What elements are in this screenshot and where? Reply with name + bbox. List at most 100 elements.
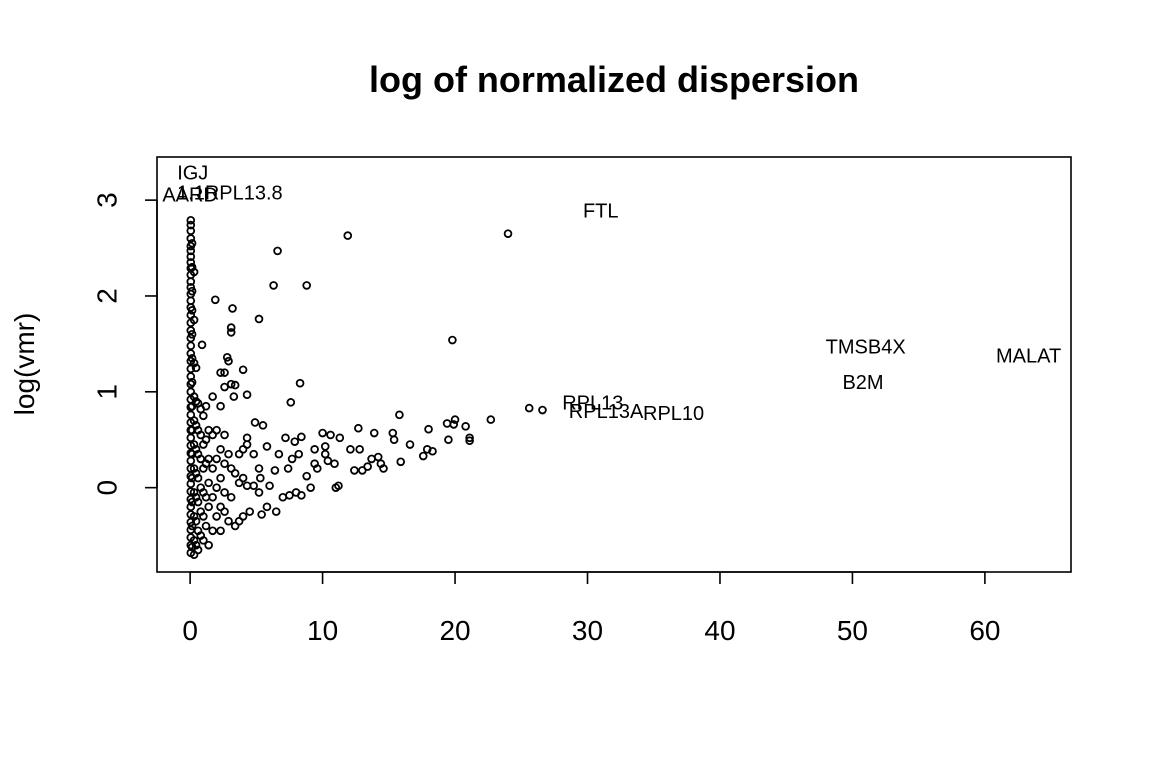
data-point — [193, 473, 203, 483]
data-point — [204, 502, 213, 512]
data-point — [449, 420, 459, 429]
data-point — [273, 246, 282, 256]
data-point — [395, 410, 404, 420]
data-point — [448, 335, 457, 345]
data-point — [335, 433, 345, 443]
data-point — [373, 452, 383, 462]
data-point — [350, 466, 359, 475]
x-tick-label: 10 — [307, 615, 338, 646]
data-point — [196, 454, 206, 464]
data-point — [254, 314, 264, 324]
data-point — [212, 454, 221, 464]
data-point — [220, 368, 229, 377]
data-point — [210, 295, 220, 305]
y-tick-label: 0 — [92, 480, 123, 496]
data-point — [262, 502, 272, 512]
y-tick-label: 2 — [92, 288, 123, 304]
data-point — [189, 267, 199, 277]
data-point — [265, 481, 274, 491]
data-point — [212, 512, 221, 521]
point-label: RPL13A — [569, 401, 644, 423]
point-label: RPL13 — [562, 392, 623, 414]
data-point — [286, 398, 296, 407]
data-point — [256, 473, 265, 483]
chart-title: log of normalized dispersion — [369, 59, 859, 100]
data-point — [450, 415, 460, 424]
data-point — [389, 435, 399, 445]
data-point — [212, 425, 221, 435]
data-point — [238, 365, 248, 375]
data-point — [216, 526, 225, 536]
data-point — [287, 454, 297, 464]
data-point — [306, 483, 315, 492]
x-tick-label: 30 — [572, 615, 603, 646]
data-point — [424, 424, 433, 434]
data-point — [242, 440, 252, 449]
data-point — [204, 478, 213, 488]
data-point — [249, 449, 258, 459]
data-point — [187, 353, 197, 363]
data-point — [242, 390, 252, 399]
data-point — [330, 459, 339, 468]
data-point — [187, 286, 197, 296]
data-point — [204, 540, 213, 550]
data-point — [257, 510, 266, 519]
point-label: IGJ — [177, 162, 208, 184]
y-tick-label: 1 — [92, 384, 123, 400]
data-point — [270, 466, 280, 475]
data-point — [461, 422, 470, 431]
data-point — [220, 507, 229, 516]
data-point — [379, 464, 388, 473]
data-point — [186, 220, 196, 230]
data-point — [274, 449, 284, 459]
point-label: MALAT — [996, 345, 1061, 367]
data-point — [245, 507, 255, 516]
data-point — [310, 445, 319, 454]
data-point — [228, 304, 237, 313]
data-point — [343, 231, 353, 240]
data-point — [238, 473, 248, 483]
data-point — [363, 462, 372, 471]
data-point — [323, 456, 333, 466]
point-label: TMSB4X — [826, 337, 906, 359]
data-point — [216, 445, 225, 454]
data-point — [189, 392, 199, 401]
data-point — [191, 492, 201, 502]
data-point — [346, 445, 355, 454]
data-point — [222, 353, 232, 362]
data-point — [199, 536, 208, 545]
data-point — [405, 440, 415, 449]
y-axis: 0 1 2 3 — [92, 192, 158, 495]
data-point — [189, 416, 199, 425]
data-point — [224, 356, 233, 366]
data-point — [199, 411, 208, 421]
data-point — [189, 464, 199, 473]
data-point — [442, 419, 452, 428]
data-point — [186, 296, 196, 306]
data-point — [226, 328, 236, 337]
data-point — [187, 262, 197, 272]
data-point — [187, 330, 197, 339]
data-point — [302, 471, 311, 481]
data-point — [290, 437, 300, 446]
x-tick-label: 0 — [182, 615, 198, 646]
data-point — [220, 382, 229, 392]
x-tick-label: 40 — [704, 615, 735, 646]
data-point — [189, 440, 199, 449]
data-point — [226, 492, 236, 502]
data-point — [355, 445, 364, 454]
data-point — [250, 418, 260, 427]
x-tick-label: 60 — [969, 615, 1000, 646]
point-label: 1.1RPL13.8 — [177, 182, 283, 204]
data-point — [191, 397, 201, 406]
data-point — [186, 252, 196, 261]
x-tick-label: 50 — [837, 615, 868, 646]
point-label: AARD — [162, 184, 218, 206]
data-point — [220, 488, 229, 497]
data-point — [242, 433, 252, 443]
data-point — [294, 449, 304, 459]
data-point — [334, 481, 343, 491]
data-point — [285, 491, 294, 500]
x-axis: 0 10 20 30 40 50 60 — [182, 571, 1000, 646]
